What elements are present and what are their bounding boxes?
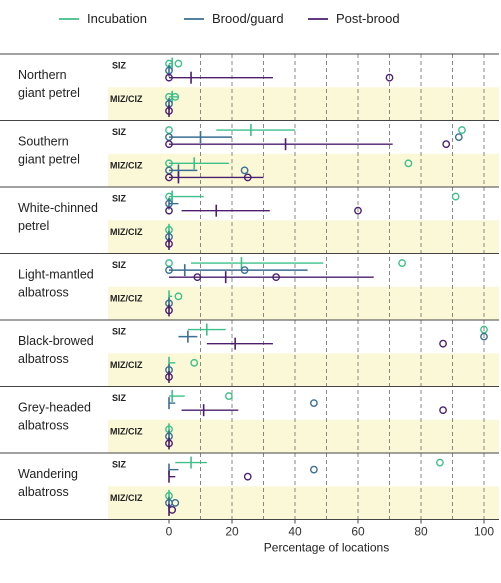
data-point (174, 59, 183, 68)
species-label: Wandering (18, 467, 78, 481)
zone-label: MIZ/CIZ (110, 94, 143, 104)
species-label: albatross (18, 485, 69, 499)
legend: Incubation Brood/guard Post-brood (59, 11, 400, 26)
data-point (171, 498, 180, 507)
species-label: Black-browed (18, 334, 94, 348)
zone-label: SIZ (112, 260, 127, 270)
data-marks (165, 57, 488, 516)
zone-label: MIZ/CIZ (110, 227, 143, 237)
data-point (385, 73, 394, 82)
miz-ciz-band (108, 153, 499, 187)
x-tick-label: 100 (474, 525, 494, 539)
legend-label: Brood/guard (212, 11, 284, 26)
data-point (190, 358, 199, 367)
data-point (439, 406, 447, 415)
zone-label: SIZ (112, 127, 127, 137)
gridlines (200, 54, 485, 520)
data-point (439, 339, 447, 348)
miz-ciz-band (108, 353, 499, 387)
x-tick-label: 0 (166, 525, 173, 539)
species-label: giant petrel (18, 86, 80, 100)
species-label: Light-mantled (18, 268, 94, 282)
data-point (404, 159, 413, 168)
zone-label: MIZ/CIZ (110, 493, 143, 503)
legend-label: Incubation (87, 11, 147, 26)
zone-bands (108, 87, 499, 520)
data-point (174, 292, 183, 301)
data-point (165, 73, 173, 82)
data-point (165, 140, 173, 149)
data-point (165, 259, 173, 267)
legend-label: Post-brood (336, 11, 400, 26)
species-label: Southern (18, 135, 69, 149)
species-label: albatross (18, 419, 69, 433)
row-labels: Northern giant petrel SIZ MIZ/CIZ Southern gi… (18, 61, 143, 503)
data-point (240, 166, 249, 175)
zone-label: MIZ/CIZ (110, 293, 143, 303)
x-axis-title: Percentage of locations (264, 541, 389, 555)
species-label: Grey-headed (18, 401, 91, 415)
data-point (193, 273, 202, 282)
data-point (458, 126, 466, 134)
data-point (165, 373, 173, 381)
data-point (165, 126, 173, 134)
data-point (165, 266, 173, 275)
species-label: giant petrel (18, 153, 80, 167)
data-point (309, 399, 318, 408)
x-tick-label: 60 (351, 525, 365, 539)
miz-ciz-band (108, 286, 499, 320)
zone-label: MIZ/CIZ (110, 160, 143, 170)
data-point (165, 240, 173, 248)
species-label: petrel (18, 219, 49, 233)
zone-label: SIZ (112, 460, 127, 470)
data-point (165, 173, 173, 182)
species-label: albatross (18, 352, 69, 366)
zone-label: MIZ/CIZ (110, 426, 143, 436)
data-point (165, 107, 173, 115)
data-point (435, 458, 444, 467)
data-point (224, 392, 233, 400)
species-label: albatross (18, 286, 69, 300)
x-tick-label: 80 (414, 525, 428, 539)
data-point (243, 173, 252, 182)
species-separators (0, 53, 499, 520)
data-point (171, 92, 180, 101)
data-point (165, 206, 173, 215)
data-point (243, 472, 252, 481)
data-point (454, 133, 463, 142)
species-label: White-chinned (18, 201, 98, 215)
data-point (451, 192, 460, 201)
data-point (442, 140, 451, 149)
zone-label: SIZ (112, 194, 127, 204)
zone-label: MIZ/CIZ (110, 360, 143, 370)
data-point (398, 259, 406, 267)
data-point (272, 273, 280, 282)
miz-ciz-band (108, 486, 499, 520)
data-point (240, 266, 249, 275)
species-label: Northern (18, 68, 67, 82)
data-point (480, 332, 488, 341)
zone-label: SIZ (112, 327, 127, 337)
miz-ciz-band (108, 419, 499, 453)
data-point (165, 306, 173, 315)
x-tick-label: 40 (288, 525, 302, 539)
data-point (309, 465, 318, 474)
miz-ciz-band (108, 220, 499, 254)
data-point (168, 506, 177, 514)
data-point (165, 439, 173, 448)
x-axis: Percentage of locations 0 20 40 60 80 100 (166, 519, 494, 555)
data-point (354, 206, 362, 215)
zone-label: SIZ (112, 61, 127, 71)
x-tick-label: 20 (225, 525, 239, 539)
miz-ciz-band (108, 87, 499, 121)
zone-label: SIZ (112, 393, 127, 403)
